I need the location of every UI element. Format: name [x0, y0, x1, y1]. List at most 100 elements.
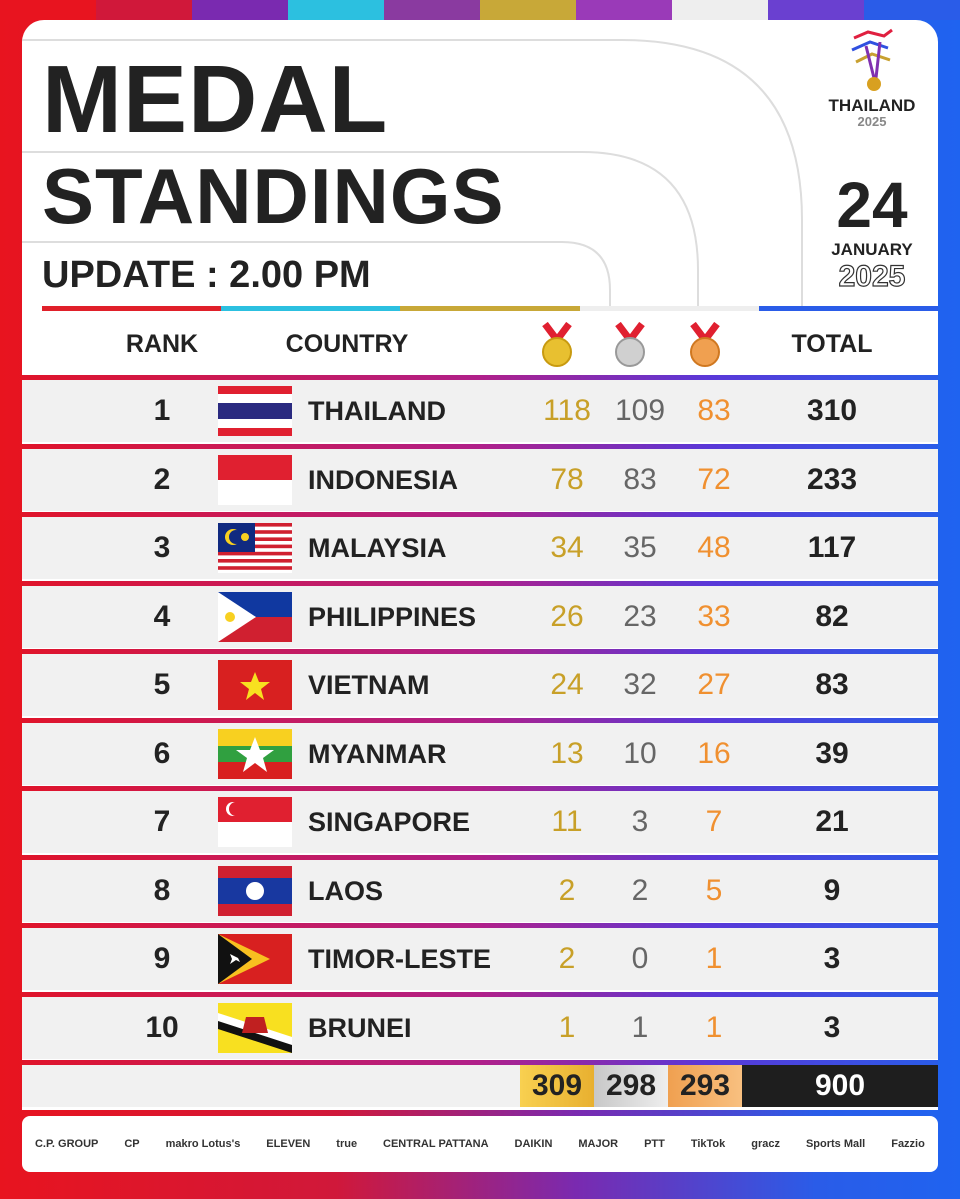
- country-name: MALAYSIA: [308, 533, 447, 563]
- color-bar: [0, 0, 960, 20]
- row-separator: [22, 854, 938, 860]
- flag: [218, 728, 292, 779]
- medal-count: 2: [558, 873, 576, 907]
- rank: 7: [153, 805, 171, 838]
- sponsor-logo: Sports Mall: [805, 1138, 866, 1150]
- rank: 9: [153, 942, 171, 975]
- table-row: 5 VIETNAM 24 32 27 83: [22, 654, 938, 716]
- table-row: 10 BRUNEI 1 1 1 3: [22, 996, 938, 1059]
- row-separator: [22, 443, 938, 449]
- rank: 1: [153, 394, 171, 427]
- flag: [218, 660, 292, 710]
- rank: 3: [153, 531, 171, 564]
- medal-count: 16: [697, 736, 731, 770]
- total: 21: [815, 805, 849, 838]
- medal-count: 32: [623, 668, 657, 701]
- column-header: COUNTRY: [285, 330, 409, 358]
- medal-count: 11: [551, 805, 583, 838]
- rank: 4: [153, 599, 171, 633]
- medal-count: 26: [550, 599, 584, 633]
- sponsor-logo: DAIKIN: [514, 1138, 553, 1150]
- row-separator: [22, 580, 938, 586]
- country-name: BRUNEI: [308, 1012, 412, 1043]
- country-name: LAOS: [308, 875, 384, 906]
- total: 9: [823, 873, 841, 907]
- totals-row: 309 298 293 900: [22, 1065, 938, 1107]
- flag: [218, 934, 292, 984]
- medal-count: 2: [558, 942, 576, 975]
- row-separator: [22, 649, 938, 654]
- logo-year: 2025: [857, 114, 887, 129]
- total: 310: [806, 394, 858, 427]
- medal-total: 309: [520, 1065, 594, 1107]
- medal-count: 83: [697, 394, 731, 427]
- medal-count: 13: [550, 736, 584, 770]
- column-header: RANK: [125, 330, 199, 358]
- sponsor-logo: makro Lotus's: [165, 1138, 241, 1150]
- flag: [218, 797, 292, 847]
- medal-count: 34: [550, 531, 584, 564]
- medal-count: 48: [697, 531, 731, 564]
- medal-count: 109: [614, 394, 666, 427]
- update-time: UPDATE : 2.00 PM: [42, 254, 371, 296]
- row-separator: [22, 717, 938, 723]
- medal-count: 7: [705, 805, 723, 838]
- date-year: 2025: [838, 259, 906, 293]
- flag: [218, 865, 292, 916]
- sponsor-logo: CP: [124, 1138, 140, 1150]
- medal-count: 5: [705, 873, 723, 907]
- medal-total: 293: [668, 1065, 742, 1107]
- row-separator: [22, 786, 938, 791]
- total: 39: [815, 736, 849, 770]
- total: 3: [823, 1010, 841, 1044]
- sponsor-logo: Fazzio: [891, 1138, 925, 1150]
- medal-count: 10: [623, 736, 657, 770]
- date-day: 24: [836, 169, 908, 241]
- medal-count: 1: [631, 1010, 649, 1044]
- country-name: SINGAPORE: [308, 807, 471, 837]
- medal-icons: [542, 322, 720, 367]
- divider: [42, 306, 938, 311]
- flag: [218, 523, 292, 573]
- flag: [218, 454, 292, 505]
- rank: 8: [153, 873, 171, 907]
- sponsor-logo: ELEVEN: [266, 1138, 311, 1150]
- row-separator: [22, 923, 938, 928]
- table-row: 8 LAOS 2 2 5 9: [22, 859, 938, 922]
- medal-count: 23: [623, 599, 657, 633]
- medal-count: 35: [623, 531, 657, 564]
- medal-count: 118: [543, 394, 591, 427]
- medal-count: 1: [705, 1010, 723, 1044]
- table-row: 7 SINGAPORE 11 3 7 21: [22, 791, 938, 853]
- row-separator: [22, 991, 938, 997]
- row-separator: [22, 1060, 938, 1065]
- country-name: INDONESIA: [308, 464, 459, 495]
- country-name: THAILAND: [308, 396, 446, 426]
- sponsor-logo: MAJOR: [578, 1138, 619, 1150]
- flag: [218, 591, 292, 642]
- column-header: TOTAL: [791, 330, 873, 358]
- medal-count: 72: [697, 462, 731, 496]
- country-name: PHILIPPINES: [308, 601, 477, 632]
- sponsor-logo: PTT: [644, 1138, 665, 1150]
- title: MEDAL: [42, 46, 389, 153]
- country-name: VIETNAM: [308, 670, 430, 700]
- table-row: 9 TIMOR-LESTE 2 0 1 3: [22, 928, 938, 990]
- sponsor-logo: gracz: [751, 1138, 780, 1150]
- logo-mark: [851, 28, 893, 91]
- row-separator: [22, 375, 938, 380]
- medal-count: 3: [631, 805, 649, 838]
- grand-total: 900: [742, 1065, 938, 1107]
- total: 83: [815, 668, 849, 701]
- medal-count: 1: [558, 1010, 576, 1044]
- country-name: MYANMAR: [308, 738, 447, 769]
- medal-count: 24: [550, 668, 584, 701]
- medal-count: 33: [697, 599, 731, 633]
- table-row: 2 INDONESIA 78 83 72 233: [22, 448, 938, 511]
- sponsor-logo: C.P. GROUP: [34, 1138, 99, 1150]
- total: 3: [823, 942, 841, 975]
- medal-count: 78: [550, 462, 584, 496]
- medal-count: 83: [623, 462, 657, 496]
- title: STANDINGS: [42, 152, 505, 240]
